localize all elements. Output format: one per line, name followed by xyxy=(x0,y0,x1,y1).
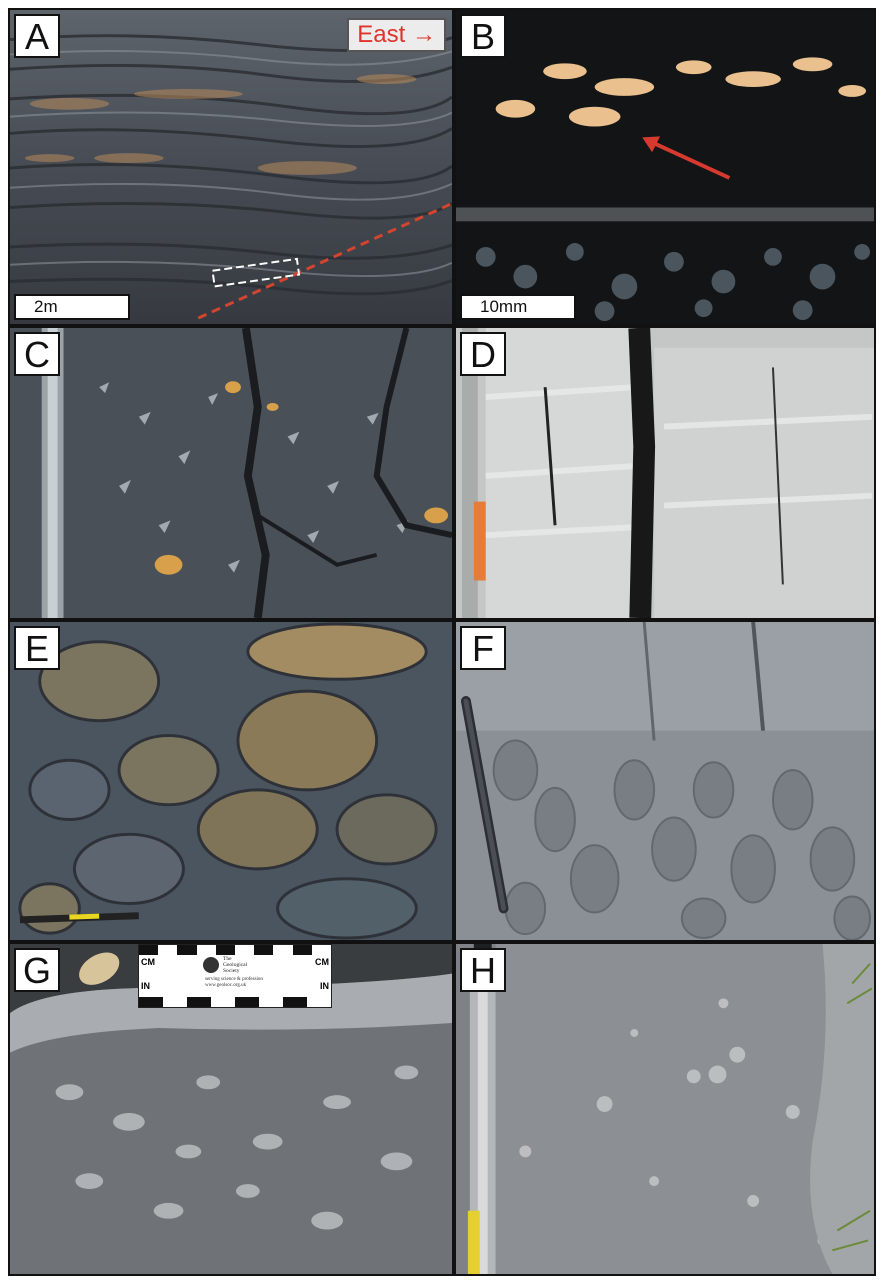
outcrop-photo-a xyxy=(10,10,452,324)
direction-label-east: East → xyxy=(347,18,446,52)
outcrop-photo-e xyxy=(10,622,452,940)
cm-label: CM xyxy=(141,957,155,967)
photo-panel-g: CM IN CM IN The Geological Society servi… xyxy=(8,942,454,1276)
ruler-in xyxy=(139,997,331,1007)
panel-letter-f: F xyxy=(460,626,506,670)
scale-bar-a: 2m xyxy=(14,294,130,320)
cm-label-right: CM xyxy=(315,957,329,967)
outcrop-photo-c xyxy=(10,328,452,618)
panel-letter-g: G xyxy=(14,948,60,992)
photo-panel-a: A East → 2m xyxy=(8,8,454,326)
scale-bar-b: 10mm xyxy=(460,294,576,320)
scale-card: CM IN CM IN The Geological Society servi… xyxy=(138,944,332,1008)
in-label-right: IN xyxy=(320,981,329,991)
in-label: IN xyxy=(141,981,150,991)
society-name: The Geological Society xyxy=(223,956,248,974)
outcrop-photo-d xyxy=(456,328,874,618)
outcrop-photo-h xyxy=(456,944,874,1274)
panel-letter-c: C xyxy=(14,332,60,376)
photo-panel-h: H xyxy=(454,942,876,1276)
panel-letter-a: A xyxy=(14,14,60,58)
photo-panel-e: E xyxy=(8,620,454,942)
panel-letter-d: D xyxy=(460,332,506,376)
photo-panel-f: F xyxy=(454,620,876,942)
panel-letter-b: B xyxy=(460,14,506,58)
ruler-cm xyxy=(139,945,331,955)
panel-letter-e: E xyxy=(14,626,60,670)
photo-panel-d: D xyxy=(454,326,876,620)
geological-society-logo xyxy=(203,957,219,973)
thin-section-photo-b xyxy=(456,10,874,324)
outcrop-photo-f xyxy=(456,622,874,940)
photo-panel-c: C xyxy=(8,326,454,620)
society-website: serving science & profession www.geolsoc… xyxy=(205,977,263,988)
panel-letter-h: H xyxy=(460,948,506,992)
photo-panel-b: B 10mm xyxy=(454,8,876,326)
